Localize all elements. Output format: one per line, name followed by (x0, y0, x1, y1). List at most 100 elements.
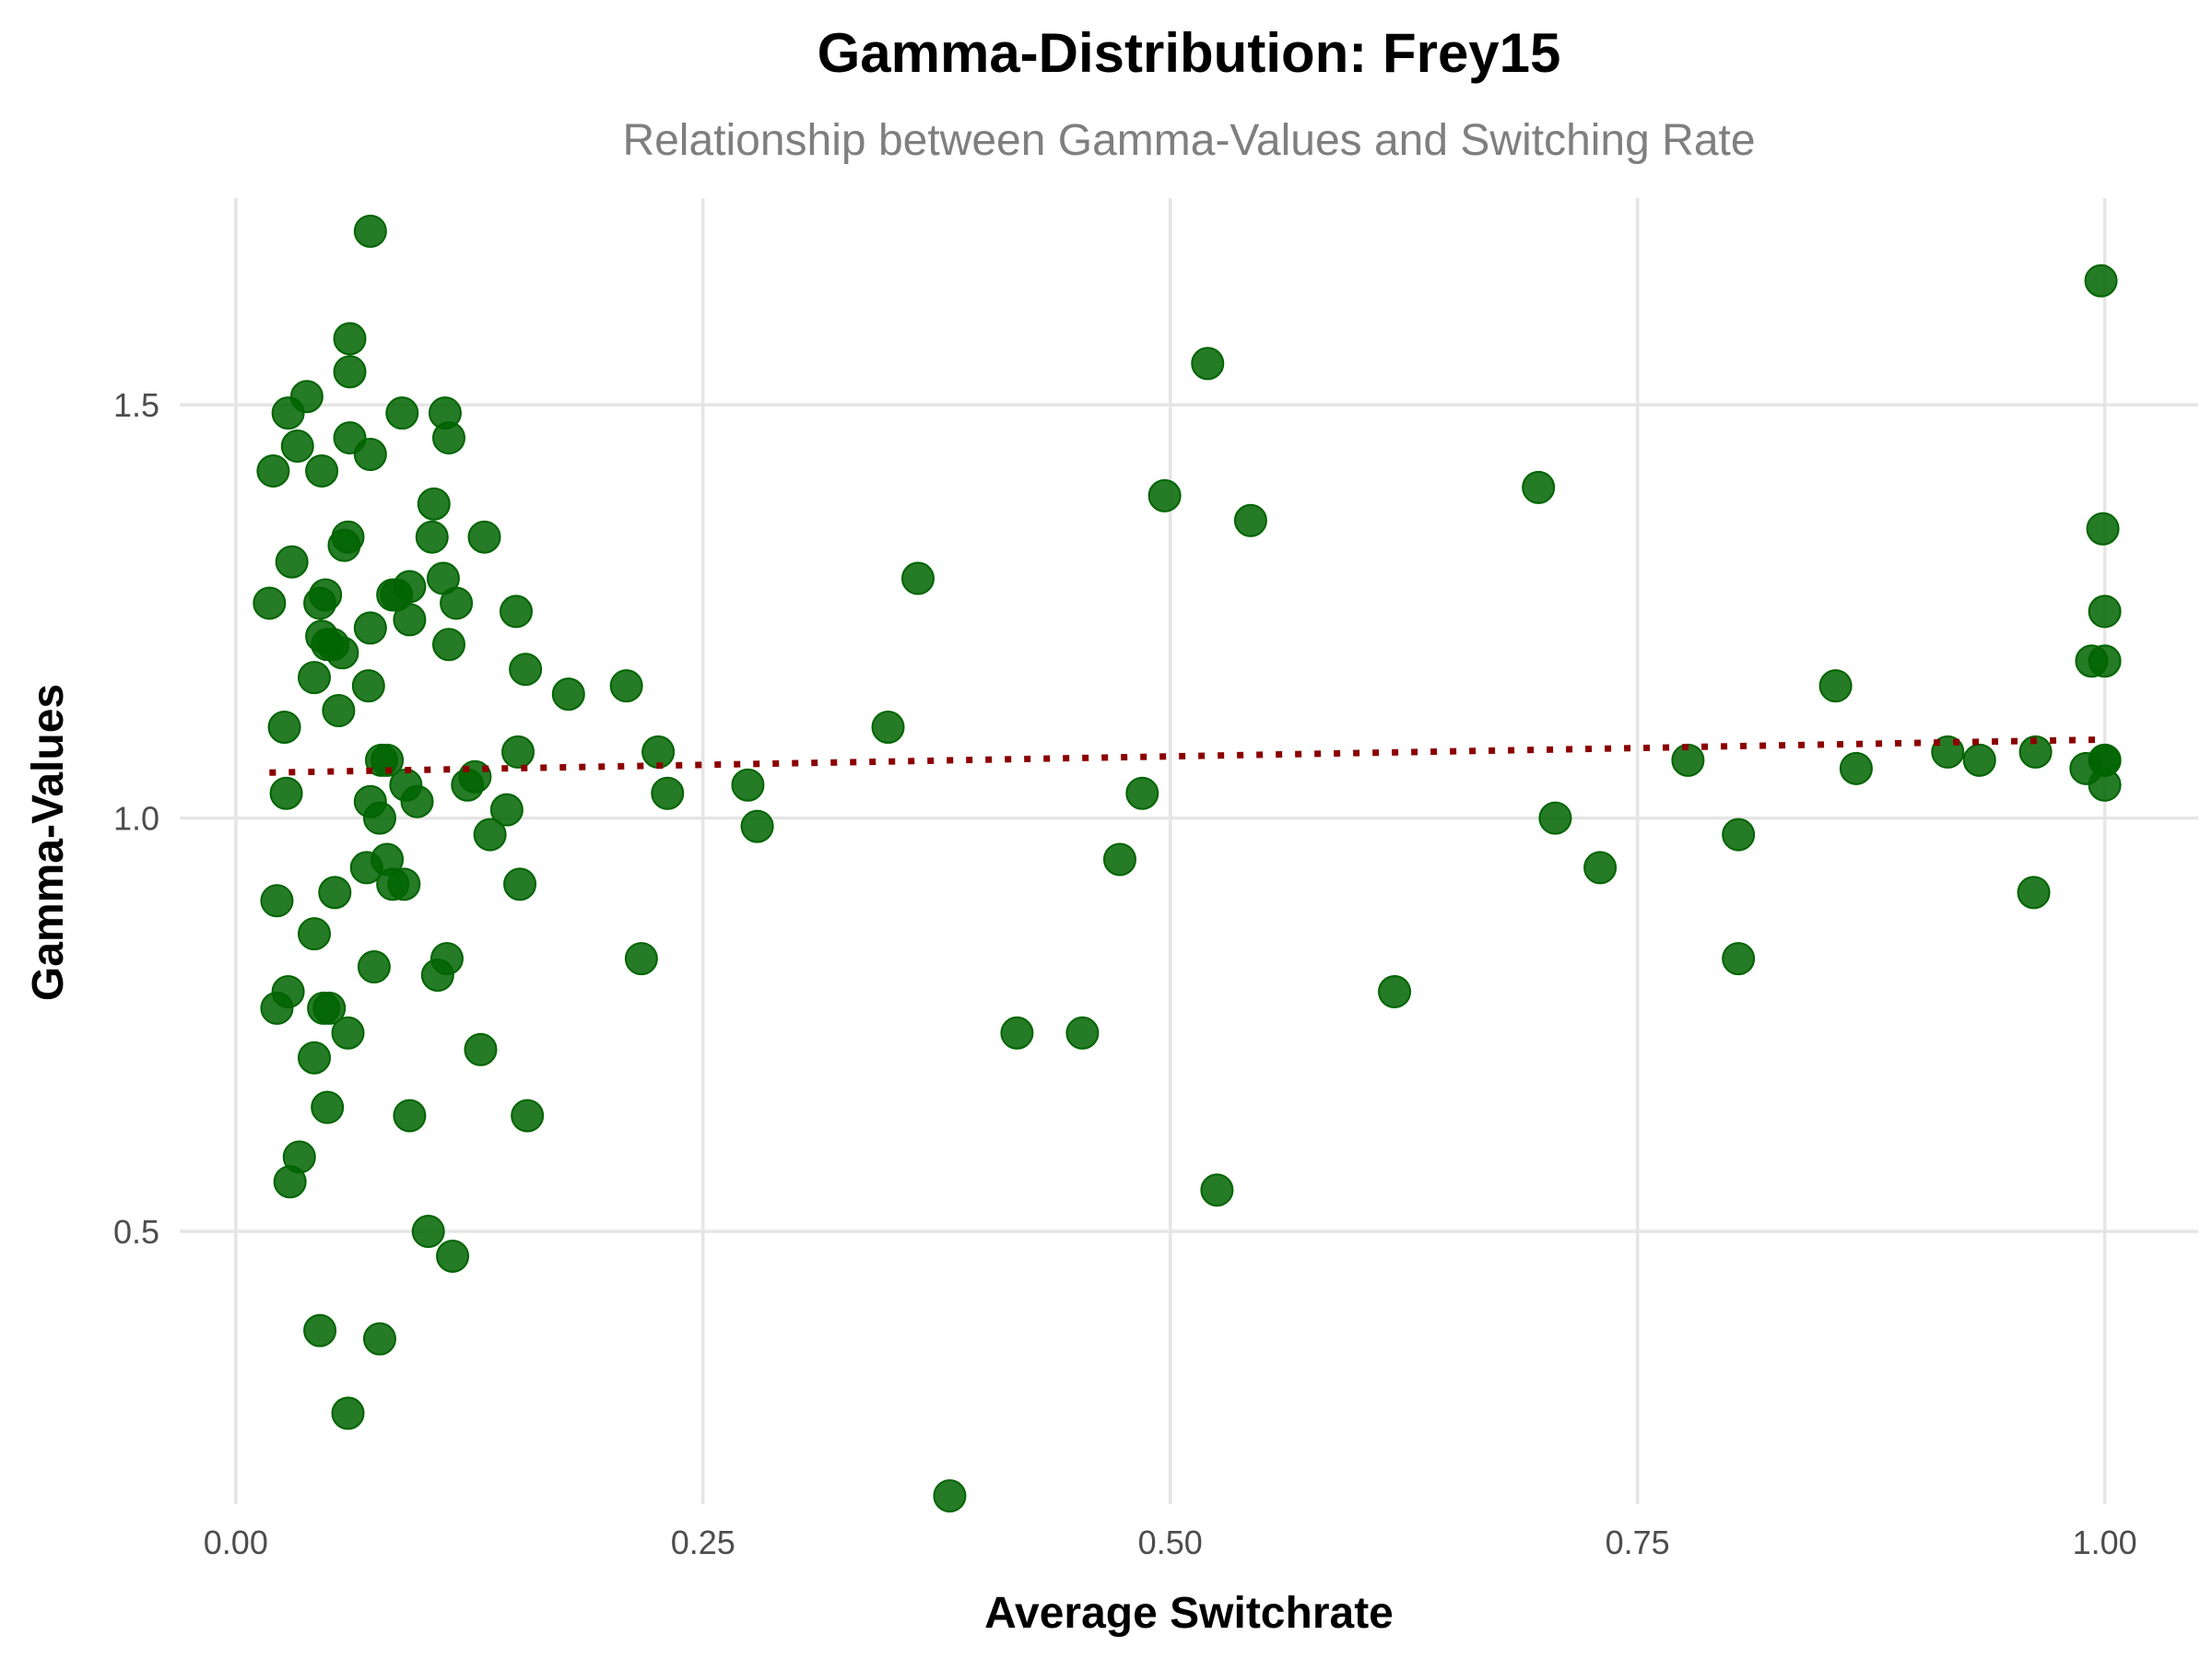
data-point (509, 653, 543, 687)
y-tick-label: 1.0 (113, 800, 159, 838)
x-tick-label: 0.75 (1606, 1524, 1670, 1561)
data-point (269, 776, 303, 810)
data-point (2084, 264, 2118, 298)
data-point (1191, 347, 1225, 381)
data-point (353, 214, 387, 248)
data-point (2086, 512, 2120, 546)
data-point (500, 594, 533, 629)
data-point (473, 818, 507, 852)
chart-subtitle: Relationship between Gamma-Values and Sw… (622, 116, 1755, 165)
data-point (275, 545, 309, 579)
data-point (393, 603, 427, 637)
data-point (327, 528, 361, 562)
data-point (432, 421, 465, 455)
data-point (331, 1016, 365, 1050)
data-point (436, 1239, 470, 1273)
data-point (298, 1041, 331, 1075)
data-point (1233, 503, 1267, 537)
data-point (325, 636, 359, 670)
x-tick-label: 1.00 (2073, 1524, 2137, 1561)
data-point (489, 793, 524, 827)
data-point (411, 1215, 445, 1249)
data-point (271, 396, 305, 430)
data-point (464, 1032, 498, 1066)
grid-lines (180, 198, 2198, 1504)
data-point (393, 1099, 427, 1133)
data-point (501, 735, 535, 769)
data-point (2088, 594, 2122, 629)
x-tick-label: 0.25 (671, 1524, 735, 1561)
data-point (731, 768, 765, 802)
data-point (609, 669, 643, 703)
trend-line-group (269, 735, 2105, 776)
data-point (333, 322, 367, 356)
data-point (305, 453, 339, 488)
data-point (900, 561, 935, 595)
data-point (1538, 801, 1572, 835)
data-point (933, 1479, 967, 1513)
data-point (1000, 1016, 1034, 1050)
data-point (1102, 842, 1136, 877)
data-point (415, 520, 449, 554)
data-point (467, 520, 501, 554)
data-point (1962, 743, 1996, 777)
y-tick-label: 0.5 (113, 1213, 159, 1251)
data-points (253, 214, 2122, 1513)
data-point (311, 1090, 345, 1124)
data-point (2088, 768, 2122, 802)
y-tick-label: 1.5 (113, 386, 159, 424)
data-point (331, 1396, 365, 1430)
data-point (303, 586, 337, 620)
data-point (298, 917, 331, 951)
data-point (2018, 735, 2053, 769)
data-point (551, 677, 585, 712)
data-point (1722, 818, 1756, 852)
trend-line (269, 735, 2105, 776)
data-point (267, 710, 301, 744)
data-point (440, 586, 474, 620)
data-point (2017, 876, 2051, 910)
x-tick-labels: 0.00 0.25 0.50 0.75 1.00 (204, 1524, 2137, 1561)
data-point (318, 876, 352, 910)
data-point (322, 694, 356, 728)
data-point (260, 991, 294, 1025)
data-point (740, 809, 774, 843)
x-tick-label: 0.00 (204, 1524, 268, 1561)
data-point (298, 661, 331, 695)
data-point (349, 851, 383, 885)
data-point (1522, 470, 1556, 504)
data-point (1839, 751, 1873, 785)
data-point (333, 355, 367, 389)
data-point (432, 628, 465, 662)
data-point (1818, 669, 1853, 703)
x-axis-title: Average Switchrate (984, 1589, 1394, 1638)
data-point (1378, 974, 1412, 1008)
data-point (353, 611, 387, 645)
data-point (511, 1099, 545, 1133)
data-point (1722, 942, 1756, 976)
y-axis-title: Gamma-Values (24, 684, 73, 1001)
data-point (1583, 851, 1618, 885)
data-point (1125, 776, 1159, 810)
data-point (260, 884, 294, 918)
data-point (256, 453, 290, 488)
x-tick-label: 0.50 (1138, 1524, 1203, 1561)
data-point (351, 669, 385, 703)
data-point (451, 768, 485, 802)
data-point (312, 991, 347, 1025)
data-point (400, 784, 434, 818)
data-point (357, 950, 391, 984)
data-point (624, 942, 658, 976)
data-point (273, 1165, 307, 1199)
data-point (353, 438, 387, 472)
data-point (253, 586, 287, 620)
data-point (385, 396, 419, 430)
y-tick-labels: 0.5 1.0 1.5 (113, 386, 159, 1251)
data-point (1147, 478, 1182, 512)
data-point (503, 867, 537, 901)
data-point (417, 487, 451, 521)
data-point (371, 743, 405, 777)
data-point (387, 867, 421, 901)
data-point (1065, 1016, 1100, 1050)
data-point (420, 959, 454, 993)
